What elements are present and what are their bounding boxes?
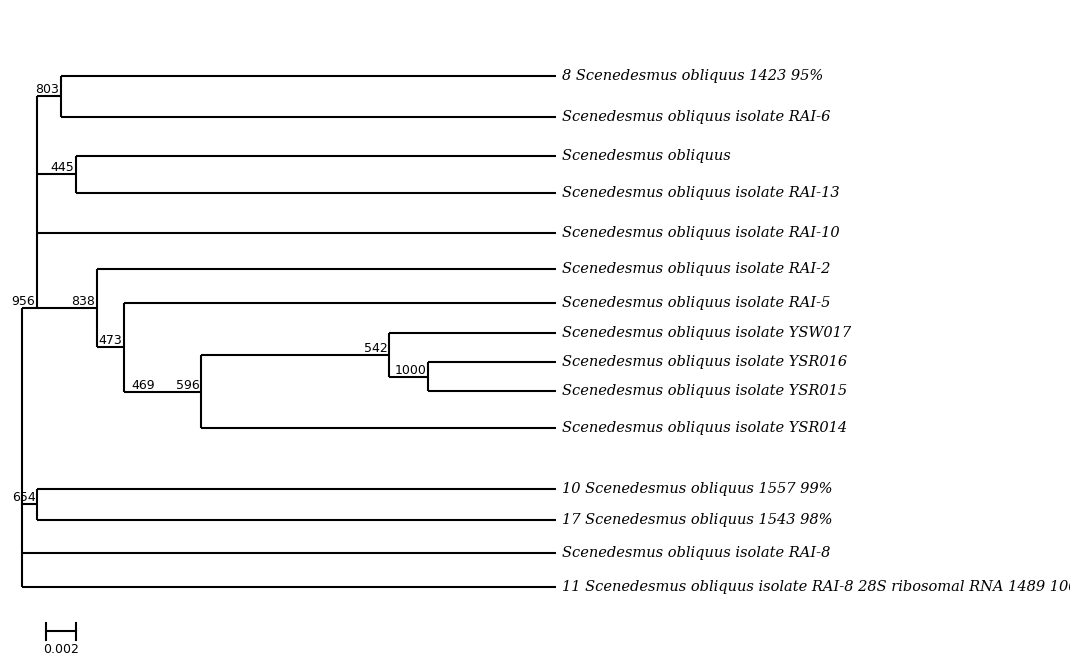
Text: 1000: 1000 (395, 363, 426, 376)
Text: Scenedesmus obliquus isolate RAI-13: Scenedesmus obliquus isolate RAI-13 (563, 186, 840, 200)
Text: 956: 956 (12, 295, 35, 308)
Text: 0.002: 0.002 (43, 644, 79, 656)
Text: 17 Scenedesmus obliquus 1543 98%: 17 Scenedesmus obliquus 1543 98% (563, 513, 832, 526)
Text: 8 Scenedesmus obliquus 1423 95%: 8 Scenedesmus obliquus 1423 95% (563, 69, 824, 83)
Text: Scenedesmus obliquus isolate RAI-5: Scenedesmus obliquus isolate RAI-5 (563, 296, 830, 310)
Text: 469: 469 (132, 378, 155, 392)
Text: Scenedesmus obliquus isolate YSR015: Scenedesmus obliquus isolate YSR015 (563, 384, 847, 398)
Text: 838: 838 (72, 295, 95, 308)
Text: 803: 803 (35, 83, 59, 96)
Text: Scenedesmus obliquus isolate YSR014: Scenedesmus obliquus isolate YSR014 (563, 421, 847, 435)
Text: 445: 445 (50, 161, 74, 174)
Text: 654: 654 (12, 492, 35, 505)
Text: 596: 596 (175, 378, 199, 392)
Text: Scenedesmus obliquus isolate RAI-6: Scenedesmus obliquus isolate RAI-6 (563, 109, 830, 124)
Text: Scenedesmus obliquus isolate RAI-8: Scenedesmus obliquus isolate RAI-8 (563, 547, 830, 561)
Text: Scenedesmus obliquus: Scenedesmus obliquus (563, 149, 731, 163)
Text: Scenedesmus obliquus isolate RAI-2: Scenedesmus obliquus isolate RAI-2 (563, 262, 830, 276)
Text: 11 Scenedesmus obliquus isolate RAI-8 28S ribosomal RNA 1489 100%: 11 Scenedesmus obliquus isolate RAI-8 28… (563, 580, 1070, 594)
Text: Scenedesmus obliquus isolate YSW017: Scenedesmus obliquus isolate YSW017 (563, 326, 852, 340)
Text: Scenedesmus obliquus isolate YSR016: Scenedesmus obliquus isolate YSR016 (563, 355, 847, 369)
Text: 10 Scenedesmus obliquus 1557 99%: 10 Scenedesmus obliquus 1557 99% (563, 482, 832, 496)
Text: 473: 473 (98, 334, 122, 347)
Text: Scenedesmus obliquus isolate RAI-10: Scenedesmus obliquus isolate RAI-10 (563, 226, 840, 240)
Text: 542: 542 (364, 342, 387, 355)
